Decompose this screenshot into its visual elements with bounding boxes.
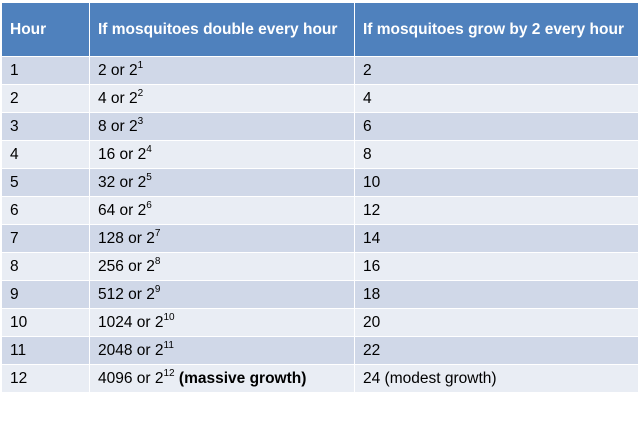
doubling-value: 512 bbox=[98, 286, 124, 303]
doubling-cell: 128 or 27 bbox=[89, 224, 355, 253]
linear-cell: 22 bbox=[354, 336, 639, 365]
hour-cell: 12 bbox=[1, 364, 90, 393]
table-row: 12 4096 or 212 (massive growth) 24 (modest… bbox=[1, 364, 639, 393]
power-connector: or 2 bbox=[115, 146, 147, 163]
header-hour: Hour bbox=[1, 2, 90, 57]
header-row: Hour If mosquitoes double every hour If … bbox=[1, 2, 639, 57]
power-exponent: 11 bbox=[163, 339, 174, 351]
linear-cell: 4 bbox=[354, 84, 639, 113]
hour-cell: 2 bbox=[1, 84, 90, 113]
power-connector: or 2 bbox=[132, 370, 164, 387]
power-exponent: 6 bbox=[146, 199, 152, 211]
power-exponent: 5 bbox=[146, 171, 152, 183]
power-exponent: 2 bbox=[137, 87, 144, 99]
power-connector: or 2 bbox=[123, 230, 155, 247]
power-exponent: 10 bbox=[163, 311, 175, 323]
power-connector: or 2 bbox=[106, 62, 138, 79]
doubling-cell: 8 or 23 bbox=[89, 112, 355, 141]
doubling-cell: 256 or 28 bbox=[89, 252, 355, 281]
doubling-cell: 4096 or 212 (massive growth) bbox=[89, 364, 355, 393]
power-connector: or 2 bbox=[132, 314, 164, 331]
hour-cell: 7 bbox=[1, 224, 90, 253]
linear-cell: 24 (modest growth) bbox=[354, 364, 639, 393]
linear-cell: 18 bbox=[354, 280, 639, 309]
hour-cell: 5 bbox=[1, 168, 90, 197]
doubling-value: 1024 bbox=[98, 314, 133, 331]
power-connector: or 2 bbox=[115, 174, 147, 191]
power-connector: or 2 bbox=[106, 90, 138, 107]
table-row: 9 512 or 29 18 bbox=[1, 280, 639, 309]
linear-cell: 20 bbox=[354, 308, 639, 337]
linear-cell: 16 bbox=[354, 252, 639, 281]
doubling-cell: 16 or 24 bbox=[89, 140, 355, 169]
power-exponent: 3 bbox=[137, 115, 144, 127]
power-connector: or 2 bbox=[123, 258, 155, 275]
header-linear-growth: If mosquitoes grow by 2 every hour bbox=[354, 2, 639, 57]
table-row: 7 128 or 27 14 bbox=[1, 224, 639, 253]
doubling-value: 2 bbox=[98, 62, 107, 79]
power-connector: or 2 bbox=[115, 202, 147, 219]
hour-cell: 4 bbox=[1, 140, 90, 169]
hour-cell: 1 bbox=[1, 56, 90, 85]
power-exponent: 9 bbox=[154, 283, 161, 295]
linear-cell: 10 bbox=[354, 168, 639, 197]
power-exponent: 4 bbox=[146, 143, 152, 155]
linear-cell: 12 bbox=[354, 196, 639, 225]
power-exponent: 8 bbox=[154, 255, 161, 267]
doubling-value: 256 bbox=[98, 258, 124, 275]
doubling-value: 4096 bbox=[98, 370, 133, 387]
doubling-note: (massive growth) bbox=[174, 370, 307, 387]
linear-cell: 2 bbox=[354, 56, 639, 85]
table-row: 4 16 or 24 8 bbox=[1, 140, 639, 169]
linear-cell: 8 bbox=[354, 140, 639, 169]
header-doubling: If mosquitoes double every hour bbox=[89, 2, 355, 57]
doubling-value: 2048 bbox=[98, 342, 133, 359]
linear-cell: 6 bbox=[354, 112, 639, 141]
doubling-cell: 2048 or 211 bbox=[89, 336, 355, 365]
doubling-cell: 1024 or 210 bbox=[89, 308, 355, 337]
doubling-value: 16 bbox=[98, 146, 116, 163]
doubling-value: 8 bbox=[98, 118, 107, 135]
power-connector: or 2 bbox=[106, 118, 138, 135]
hour-cell: 3 bbox=[1, 112, 90, 141]
doubling-cell: 4 or 22 bbox=[89, 84, 355, 113]
doubling-cell: 32 or 25 bbox=[89, 168, 355, 197]
doubling-cell: 512 or 29 bbox=[89, 280, 355, 309]
power-connector: or 2 bbox=[132, 342, 164, 359]
table-row: 11 2048 or 211 22 bbox=[1, 336, 639, 365]
doubling-value: 128 bbox=[98, 230, 124, 247]
hour-cell: 8 bbox=[1, 252, 90, 281]
hour-cell: 11 bbox=[1, 336, 90, 365]
doubling-cell: 64 or 26 bbox=[89, 196, 355, 225]
doubling-value: 4 bbox=[98, 90, 107, 107]
power-exponent: 1 bbox=[137, 59, 144, 71]
power-exponent: 7 bbox=[154, 227, 161, 239]
hour-cell: 10 bbox=[1, 308, 90, 337]
hour-cell: 6 bbox=[1, 196, 90, 225]
power-exponent: 12 bbox=[163, 367, 175, 379]
doubling-cell: 2 or 21 bbox=[89, 56, 355, 85]
doubling-value: 32 bbox=[98, 174, 116, 191]
table-row: 5 32 or 25 10 bbox=[1, 168, 639, 197]
power-connector: or 2 bbox=[123, 286, 155, 303]
linear-cell: 14 bbox=[354, 224, 639, 253]
table-row: 10 1024 or 210 20 bbox=[1, 308, 639, 337]
table-row: 6 64 or 26 12 bbox=[1, 196, 639, 225]
table-row: 8 256 or 28 16 bbox=[1, 252, 639, 281]
doubling-value: 64 bbox=[98, 202, 116, 219]
growth-comparison-table: Hour If mosquitoes double every hour If … bbox=[1, 2, 639, 393]
hour-cell: 9 bbox=[1, 280, 90, 309]
